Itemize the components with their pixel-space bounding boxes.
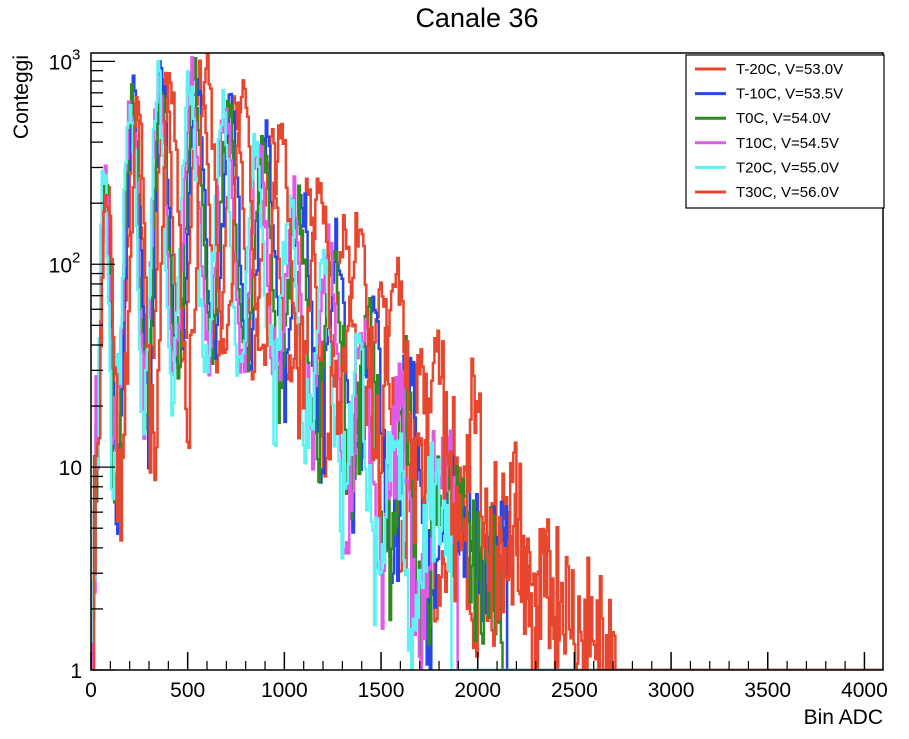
- legend-entry: T10C, V=54.5V: [736, 135, 839, 152]
- x-axis-label: Bin ADC: [804, 706, 883, 729]
- y-tick-exponent: 3: [72, 46, 80, 63]
- x-tick-label: 1000: [261, 679, 308, 702]
- y-tick-exponent: 2: [72, 249, 80, 266]
- x-tick-label: 4000: [841, 679, 888, 702]
- y-tick-label: 10: [59, 457, 82, 480]
- y-tick-label: 10: [49, 51, 72, 74]
- series-line-4: [91, 59, 883, 670]
- x-tick-label: 1500: [358, 679, 405, 702]
- y-tick-label: 1: [70, 660, 82, 683]
- legend-entry: T-10C, V=53.5V: [736, 86, 843, 103]
- legend: T-20C, V=53.0V T-10C, V=53.5V T0C, V=54.0V…: [685, 54, 885, 209]
- x-tick-label: 500: [170, 679, 205, 702]
- series-line-5: [91, 53, 883, 670]
- x-tick-label: 2000: [454, 679, 501, 702]
- y-tick-label: 10: [49, 254, 72, 277]
- legend-entry: T20C, V=55.0V: [736, 159, 839, 176]
- plot-frame: [90, 52, 884, 671]
- legend-entry: T-20C, V=53.0V: [736, 61, 843, 78]
- plot-area: [91, 53, 883, 670]
- series-line-3: [91, 56, 883, 670]
- chart-title: Canale 36: [415, 3, 538, 33]
- legend-entry: T30C, V=56.0V: [736, 184, 839, 201]
- x-tick-label: 3500: [744, 679, 791, 702]
- y-axis-label: Conteggi: [10, 55, 33, 139]
- x-tick-label: 3000: [648, 679, 695, 702]
- legend-box: [685, 54, 885, 209]
- legend-entry: T0C, V=54.0V: [736, 110, 831, 127]
- series-line-1: [91, 60, 883, 670]
- x-tick-label: 0: [85, 679, 97, 702]
- x-tick-label: 2500: [551, 679, 598, 702]
